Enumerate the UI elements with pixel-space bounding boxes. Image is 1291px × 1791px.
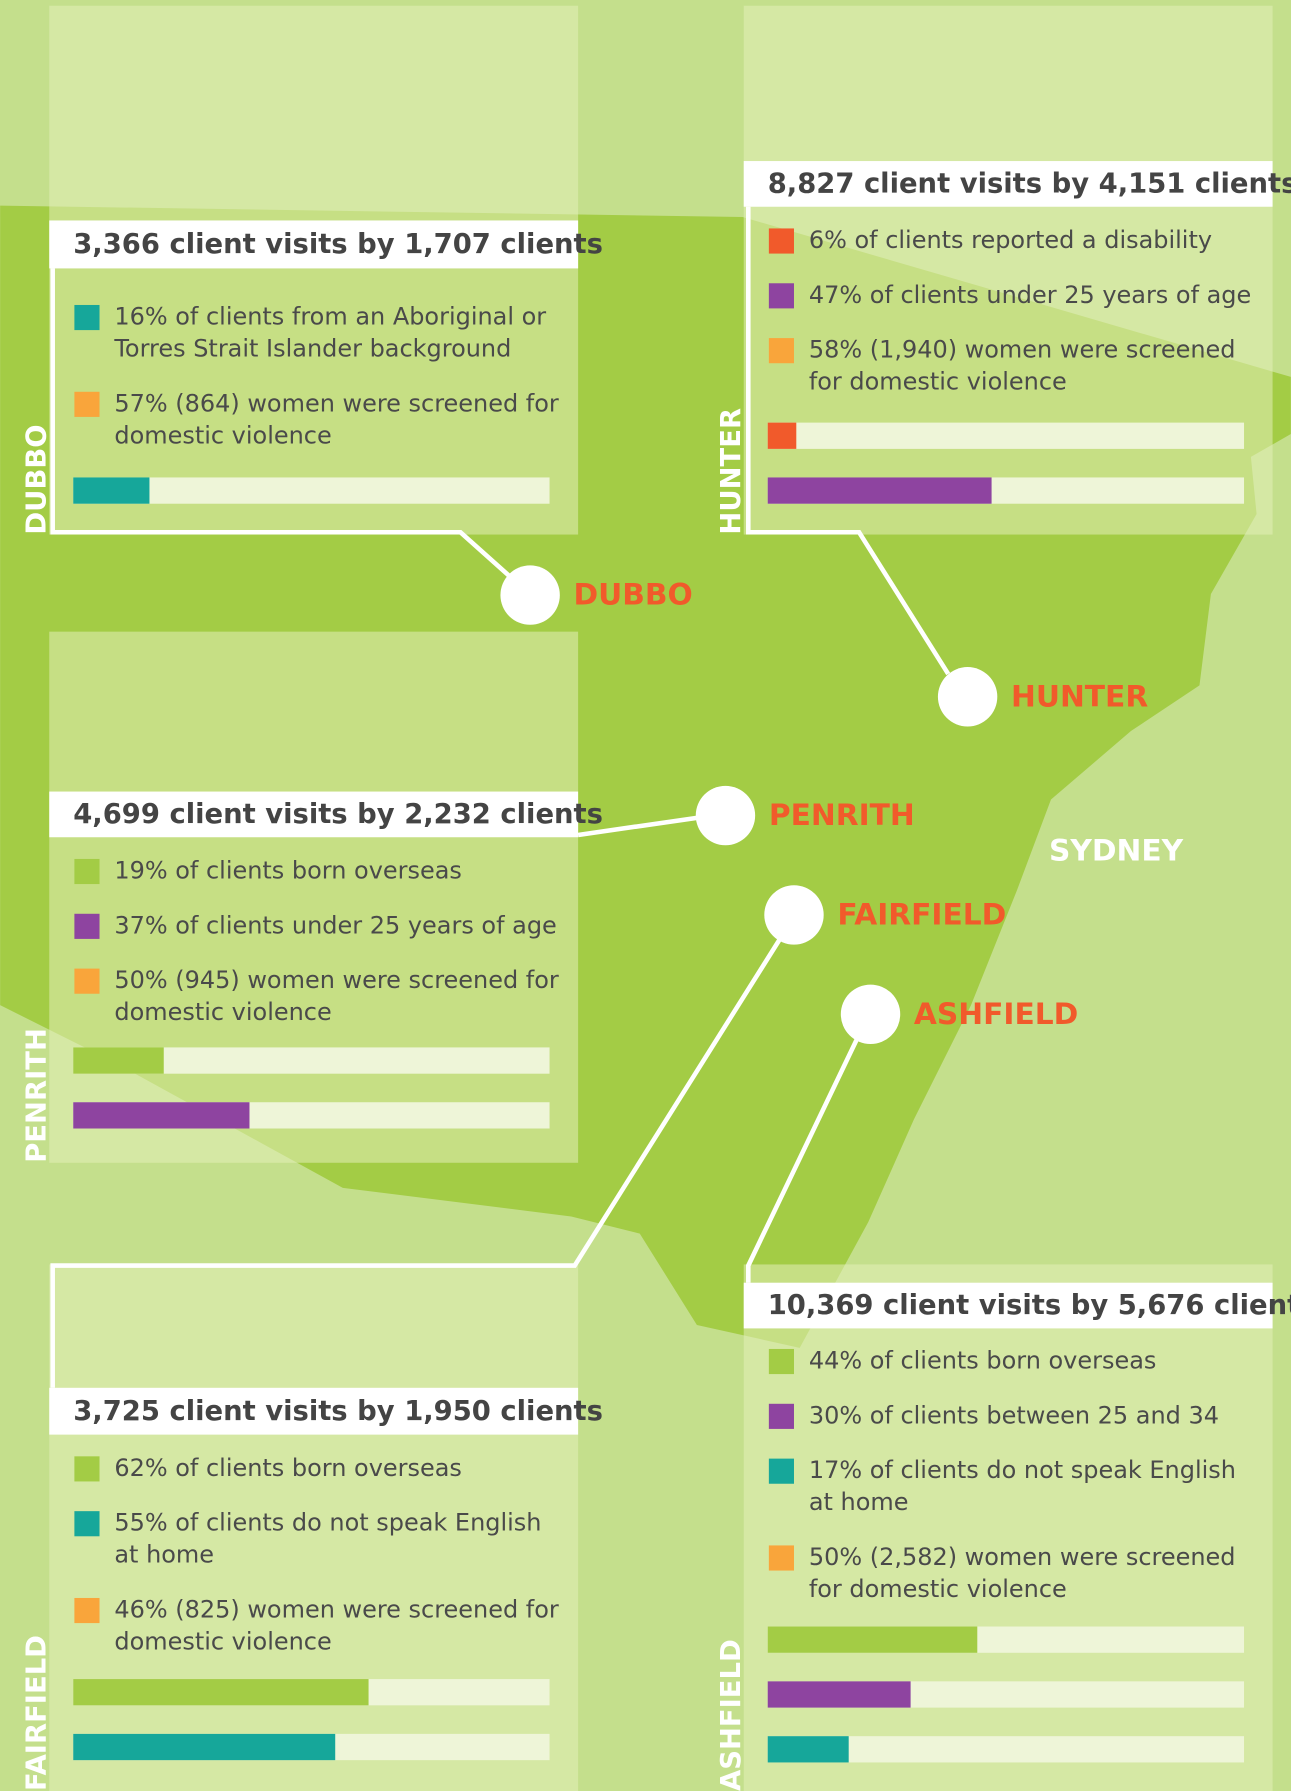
bar-track [73, 477, 550, 504]
item-text: 6% of clients reported a disability [809, 226, 1212, 254]
swatch [74, 304, 100, 331]
headline: 3,366 client visits by 1,707 clients [73, 229, 603, 260]
swatch [768, 1545, 794, 1571]
location-dot [840, 984, 901, 1044]
location-label: FAIRFIELD [837, 898, 1006, 933]
bar [767, 422, 797, 449]
panel [743, 5, 1273, 535]
headline-band [743, 161, 1273, 207]
bar [767, 1736, 849, 1763]
item-text: at home [114, 1541, 214, 1569]
bar [73, 1102, 250, 1129]
item-text: 47% of clients under 25 years of age [809, 281, 1251, 309]
location-dot [500, 565, 560, 625]
swatch [74, 858, 100, 885]
side-label: HUNTER [716, 408, 747, 535]
bar [767, 477, 992, 504]
item-text: 50% (2,582) women were screened [809, 1543, 1236, 1571]
item-text: domestic violence [114, 421, 331, 449]
headline: 10,369 client visits by 5,676 clients [768, 1290, 1291, 1321]
location-dot [764, 885, 824, 945]
headline: 8,827 client visits by 4,151 clients [768, 169, 1291, 200]
panel [49, 5, 579, 535]
location-dot [937, 667, 998, 727]
item-text: 19% of clients born overseas [114, 857, 462, 885]
panel [49, 631, 579, 1163]
item-text: 17% of clients do not speak English [809, 1456, 1236, 1484]
swatch [74, 391, 100, 417]
item-text: 16% of clients from an Aboriginal or [114, 303, 546, 331]
headline: 4,699 client visits by 2,232 clients [73, 799, 603, 830]
bar [767, 1626, 978, 1653]
swatch [74, 1511, 100, 1537]
item-text: 57% (864) women were screened for [114, 389, 559, 417]
swatch [768, 228, 794, 254]
side-label: DUBBO [21, 424, 52, 534]
sydney-label: SYDNEY [1049, 834, 1184, 869]
connector [50, 268, 516, 582]
swatch [74, 913, 100, 939]
location-label: PENRITH [769, 798, 915, 833]
swatch [768, 283, 794, 309]
item-text: 44% of clients born overseas [809, 1347, 1157, 1375]
bar [73, 1047, 164, 1074]
connector [746, 1038, 859, 1283]
location-label: ASHFIELD [914, 997, 1078, 1032]
item-text: for domestic violence [809, 368, 1067, 396]
regions: 3,366 client visits by 1,707 clients 16% … [21, 5, 1291, 1791]
bar [73, 477, 150, 504]
headline: 3,725 client visits by 1,950 clients [73, 1396, 603, 1427]
item-text: 50% (945) women were screened for [114, 966, 559, 994]
bar [73, 1679, 369, 1706]
bar-track [767, 422, 1245, 449]
item-text: 46% (825) women were screened for [114, 1596, 559, 1624]
connector [577, 815, 698, 838]
headline-band [49, 1387, 579, 1435]
swatch [768, 338, 794, 364]
item-text: 58% (1,940) women were screened [809, 336, 1236, 364]
item-text: at home [809, 1488, 909, 1516]
swatch [74, 968, 100, 994]
connector [50, 935, 784, 1388]
item-text: Torres Strait Islander background [113, 335, 511, 363]
swatch [768, 1458, 794, 1484]
panel [743, 1264, 1273, 1791]
bar [767, 1681, 911, 1708]
swatch [74, 1597, 100, 1624]
item-text: 37% of clients under 25 years of age [114, 911, 556, 939]
item-text: domestic violence [114, 998, 331, 1026]
side-label: ASHFIELD [716, 1639, 747, 1791]
item-text: domestic violence [114, 1628, 331, 1656]
headline-band [49, 220, 579, 269]
location-label: HUNTER [1011, 679, 1148, 714]
headline-band [49, 791, 579, 838]
swatch [768, 1403, 794, 1429]
bar [73, 1733, 336, 1761]
item-text: for domestic violence [809, 1575, 1067, 1603]
item-text: 30% of clients between 25 and 34 [809, 1401, 1219, 1429]
location-label: DUBBO [574, 578, 693, 613]
item-text: 55% of clients do not speak English [114, 1509, 541, 1537]
connector [746, 206, 951, 676]
headline-band [743, 1282, 1273, 1329]
location-dot [695, 785, 756, 846]
swatch [74, 1456, 100, 1482]
item-text: 62% of clients born overseas [114, 1454, 462, 1482]
side-label: PENRITH [21, 1028, 52, 1163]
side-label: FAIRFIELD [21, 1635, 52, 1791]
swatch [768, 1348, 794, 1375]
